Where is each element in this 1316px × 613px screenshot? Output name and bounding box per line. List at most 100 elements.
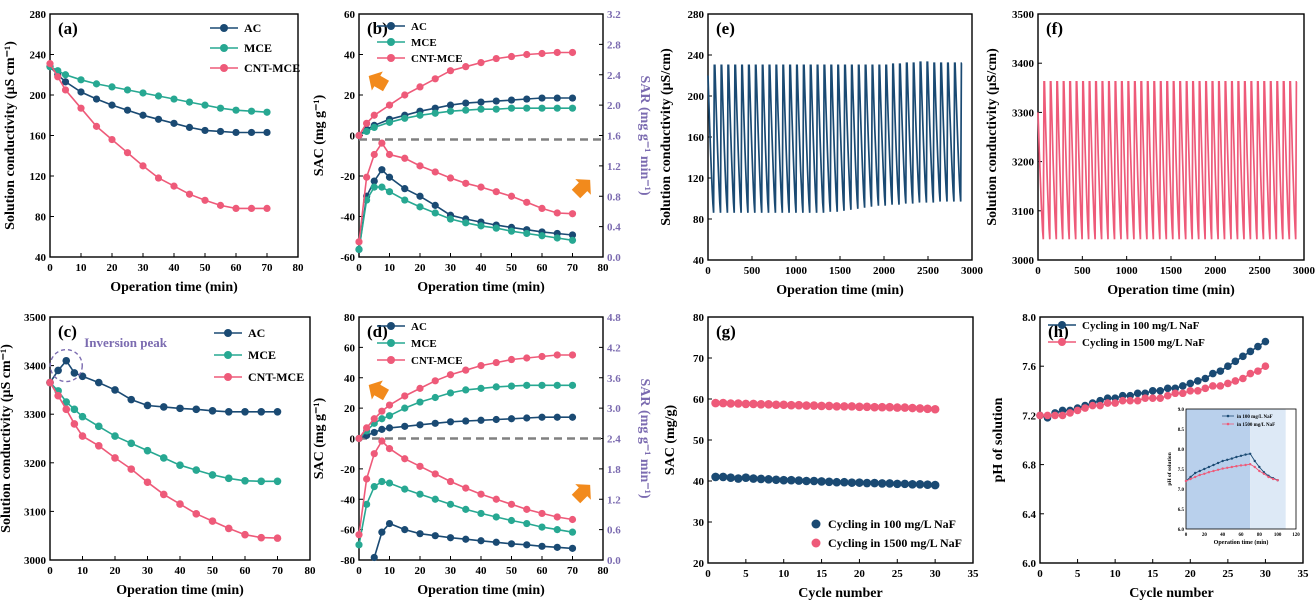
data-point (824, 477, 834, 487)
data-point (416, 111, 424, 119)
data-point (431, 75, 439, 83)
data-point (431, 109, 439, 117)
data-point (523, 505, 531, 513)
data-point (370, 450, 378, 458)
inset-data-point (1198, 469, 1201, 473)
inset-y-tick-label: 7.0 (1178, 488, 1185, 493)
data-point (232, 128, 240, 137)
data-point (401, 114, 409, 122)
data-point (492, 513, 500, 521)
y-tick-label: 80 (693, 312, 705, 324)
y2-tick-label: 3.0 (607, 403, 621, 415)
data-point (263, 128, 271, 137)
data-point (507, 104, 516, 112)
inset-data-point (1216, 468, 1220, 471)
inset-frame (1185, 408, 1297, 530)
x-tick-label: 20 (110, 565, 122, 577)
data-point (446, 389, 455, 397)
data-point (111, 432, 119, 440)
data-point (446, 215, 455, 223)
data-point (94, 422, 103, 431)
y-tick-label: 240 (30, 50, 47, 62)
y2-tick-label: 2.0 (607, 100, 621, 112)
data-point (446, 107, 455, 115)
inset-chart: 0 20 40 60 80 100 120 6.0 6.5 7.0 7.5 8.0 8.5 9.0 Oper… (1162, 407, 1302, 555)
panel-g: 0 5 10 15 20 25 30 35 20 30 40 50 60 70 80 Cycle number… (663, 312, 979, 601)
data-point (378, 425, 386, 433)
y-tick-label: 3300 (24, 409, 47, 421)
y2-tick-label: 0.8 (607, 191, 621, 203)
data-point (1156, 387, 1165, 395)
y-tick-label: 40 (344, 50, 356, 62)
data-point (477, 509, 485, 518)
inset-data-point (1276, 479, 1279, 482)
data-point (1246, 369, 1255, 378)
x-axis-title: Cycle number (1129, 586, 1213, 601)
y2-tick-label: 4.2 (607, 342, 621, 354)
inset-data-point (1212, 463, 1215, 467)
data-point (216, 127, 225, 136)
data-point (94, 441, 103, 450)
data-point (247, 128, 256, 137)
legend-label: AC (411, 21, 427, 33)
x-tick-label: 60 (240, 565, 252, 577)
data-point (832, 402, 842, 411)
inset-data-point (1244, 453, 1247, 456)
inset-y-tick-label: 7.5 (1178, 468, 1185, 473)
data-point (216, 201, 225, 209)
plot-frame (1039, 316, 1304, 564)
y-tick-label: 40 (693, 476, 705, 488)
data-point (446, 477, 455, 486)
data-point (462, 99, 470, 107)
inset-x-tick-label: 20 (1202, 533, 1208, 538)
data-point (538, 204, 546, 212)
data-point (538, 232, 546, 240)
data-point (416, 462, 424, 470)
inset-x-axis-title: Operation time (min) (1214, 539, 1269, 546)
data-point (832, 477, 842, 487)
data-point (170, 95, 178, 103)
data-point (416, 384, 424, 392)
y-tick-label: 60 (344, 342, 356, 354)
data-point (507, 382, 516, 390)
data-point (1224, 362, 1232, 371)
y-tick-label: -20 (340, 171, 355, 183)
data-point (523, 229, 531, 238)
data-point (1224, 379, 1232, 388)
data-point (538, 94, 546, 102)
data-point (794, 400, 804, 410)
data-point (378, 183, 386, 191)
data-point (431, 168, 439, 176)
data-point (61, 78, 70, 86)
data-point (538, 352, 546, 361)
direction-arrow (368, 380, 389, 401)
x-tick-label: 25 (1222, 568, 1234, 580)
data-point (159, 403, 168, 411)
data-point (61, 71, 70, 79)
data-point (154, 174, 163, 182)
data-point (208, 471, 217, 479)
data-point (749, 399, 758, 409)
data-point (159, 490, 168, 499)
legend-label: CNT-MCE (244, 61, 300, 75)
data-point (401, 91, 409, 99)
panel-b: 0 10 20 30 40 50 60 70 80 -60 -40 -20 0 20 40 60 0.0 0.4 0… (312, 9, 652, 295)
data-point (492, 105, 500, 113)
x-tick-label: 15 (1147, 568, 1159, 580)
data-point (378, 139, 386, 147)
data-point (1126, 396, 1134, 405)
x-tick-label: 1000 (785, 265, 808, 277)
x-tick-label: 70 (262, 262, 274, 274)
data-point (401, 196, 409, 204)
data-point (446, 371, 455, 379)
y-tick-label: 3000 (1012, 255, 1035, 267)
data-point (718, 472, 728, 482)
y-tick-label: 80 (344, 312, 356, 324)
data-point (1239, 352, 1247, 361)
data-point (718, 398, 728, 408)
data-point (568, 528, 577, 536)
y-tick-label: 6.4 (1022, 509, 1036, 521)
y2-tick-label: 0.4 (607, 222, 621, 234)
x-tick-label: 0 (1037, 568, 1043, 580)
x-tick-label: 70 (272, 565, 284, 577)
